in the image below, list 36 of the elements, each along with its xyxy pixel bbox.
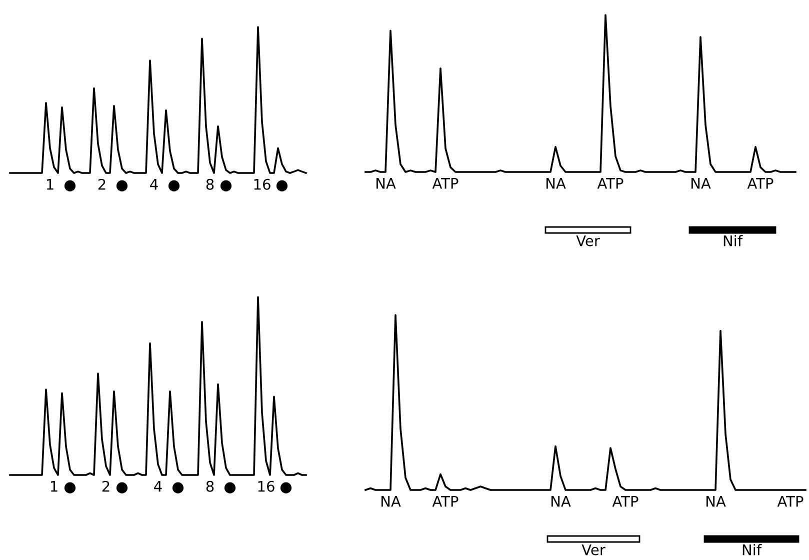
text: Ver xyxy=(582,544,606,556)
x-tick-label: ● xyxy=(276,180,288,192)
x-tick-label: 16 xyxy=(258,480,274,492)
x-tick-label: ATP xyxy=(612,496,638,507)
x-tick-label: ATP xyxy=(432,496,458,507)
x-tick-label: ● xyxy=(116,482,128,494)
x-tick-label: 1 xyxy=(50,481,58,492)
x-tick-label: 4 xyxy=(150,179,158,190)
text: Ver xyxy=(576,235,600,246)
x-tick-label: 1 xyxy=(46,179,54,190)
x-tick-label: 16 xyxy=(254,178,270,190)
x-tick-label: NA xyxy=(706,496,726,507)
x-tick-label: NA xyxy=(376,178,396,189)
x-tick-label: ● xyxy=(168,180,180,192)
x-tick-label: ● xyxy=(220,180,232,192)
x-tick-label: NA xyxy=(546,178,566,189)
x-tick-label: ● xyxy=(64,482,76,494)
text: Nif xyxy=(724,235,743,246)
x-tick-label: ATP xyxy=(747,178,774,189)
x-tick-label: ATP xyxy=(432,178,458,189)
x-tick-label: NA xyxy=(381,496,401,507)
text: Nif xyxy=(742,544,762,556)
x-tick-label: ● xyxy=(280,482,292,494)
x-tick-label: NA xyxy=(551,496,571,507)
x-tick-label: ● xyxy=(116,180,128,192)
x-tick-label: 8 xyxy=(206,178,214,190)
x-tick-label: ● xyxy=(64,180,76,192)
x-tick-label: ATP xyxy=(597,178,624,189)
x-tick-label: ● xyxy=(224,482,236,494)
x-tick-label: ATP xyxy=(777,496,804,507)
x-tick-label: 2 xyxy=(102,480,110,492)
x-tick-label: 8 xyxy=(206,480,214,492)
x-tick-label: ● xyxy=(172,482,184,494)
x-tick-label: 4 xyxy=(154,481,162,492)
x-tick-label: 2 xyxy=(98,178,106,190)
x-tick-label: NA xyxy=(691,178,711,189)
